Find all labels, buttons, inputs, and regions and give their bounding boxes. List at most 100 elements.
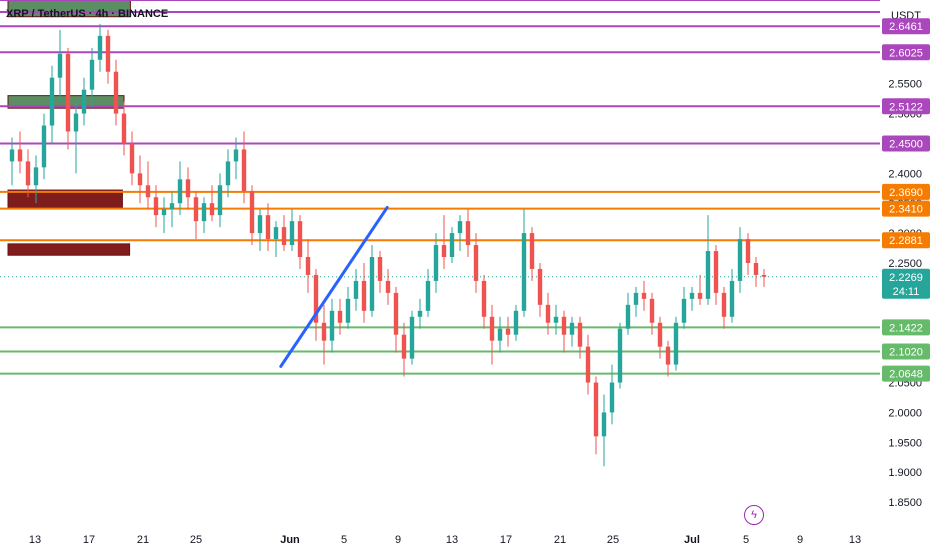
time-axis[interactable]: 13 17 21 25 Jun 5 9 13 17 21 25 Jul 5 9 13 [0,528,880,550]
candle-body [673,322,679,365]
level-tag-7 [882,319,930,336]
candle-body [145,185,151,198]
supply-zone-3 [7,243,131,256]
candle-48 [393,286,399,353]
flash-icon[interactable]: ϟ [744,505,764,525]
candle-45 [369,245,375,317]
candle-body [257,215,263,234]
candle-18 [153,185,159,228]
candle-83 [673,316,679,371]
level-tag-label-2: 2.5122 [889,101,923,113]
candle-body [489,316,495,341]
candle-body [305,257,311,275]
candle-body [321,322,327,341]
level-tag-6 [882,232,930,249]
candle-23 [193,191,199,240]
candle-30 [249,185,255,246]
candle-90 [729,268,735,323]
trendline-layer[interactable] [279,205,389,368]
candle-27 [225,149,231,198]
level-tag-label-1: 2.6025 [889,47,923,59]
candle-body [473,245,479,281]
candle-body [481,280,487,317]
level-tag-label-4: 2.3690 [889,187,923,199]
candle-68 [553,304,559,335]
candle-body [417,310,423,317]
time-tick-10: 25 [607,534,619,546]
candle-81 [657,316,663,359]
candle-body [297,221,303,258]
candle-64 [521,209,527,317]
candle-26 [217,173,223,228]
price-axis[interactable]: USDT2.55002.50002.40002.35002.30002.2500… [880,0,932,550]
candle-body [209,203,215,216]
candle-body [393,292,399,335]
candle-71 [577,316,583,359]
candle-8 [73,101,79,174]
level-tag-5 [882,200,930,217]
candle-86 [697,274,703,305]
time-tick-1: 17 [83,534,95,546]
candle-80 [649,292,655,335]
candle-13 [113,59,119,126]
candle-38 [313,268,319,341]
candle-body [497,328,503,341]
candle-39 [321,304,327,365]
time-tick-8: 17 [500,534,512,546]
candle-body [593,382,599,437]
candle-42 [345,286,351,329]
candle-82 [665,340,671,377]
level-tag-2 [882,98,930,115]
candle-body [313,274,319,323]
candle-91 [737,227,743,293]
candle-50 [409,310,415,365]
time-tick-9: 21 [554,534,566,546]
candle-body [649,298,655,323]
time-tick-2: 21 [137,534,149,546]
level-tag-label-6: 2.2881 [889,235,923,247]
time-tick-11: Jul [684,534,700,546]
candle-body [17,149,23,162]
candle-body [425,280,431,311]
candle-1 [17,131,23,174]
candle-17 [145,161,151,210]
chart-title: XRP / TetherUS · 4h · BINANCE [6,8,169,20]
time-tick-13: 9 [797,534,803,546]
trendline [279,205,389,368]
candle-88 [713,245,719,305]
current-price-tag [882,268,930,299]
candle-40 [329,298,335,353]
time-tick-6: 9 [395,534,401,546]
candle-body [705,251,711,299]
candle-2 [25,149,31,198]
candle-11 [97,23,103,72]
candle-body [201,203,207,222]
candle-body [409,316,415,359]
candle-94 [761,268,767,287]
candle-body [289,221,295,246]
candle-36 [297,215,303,269]
current-price-label: 2.2269 [889,272,923,284]
time-tick-3: 25 [190,534,202,546]
candle-body [689,292,695,299]
candle-body [193,197,199,222]
level-tag-label-5: 2.3410 [889,204,923,216]
candle-69 [561,310,567,353]
candle-body [537,268,543,305]
candle-14 [121,101,127,156]
level-tag-0 [882,18,930,35]
candle-body [385,280,391,293]
candle-body [697,292,703,299]
candle-body [729,280,735,317]
candle-body [153,197,159,216]
candle-22 [185,167,191,210]
candle-body [73,113,79,132]
candle-33 [273,221,279,258]
candle-93 [753,257,759,287]
candles-layer [9,23,767,467]
candle-body [137,173,143,186]
candle-body [457,221,463,234]
candle-body [217,185,223,216]
candle-body [569,322,575,335]
